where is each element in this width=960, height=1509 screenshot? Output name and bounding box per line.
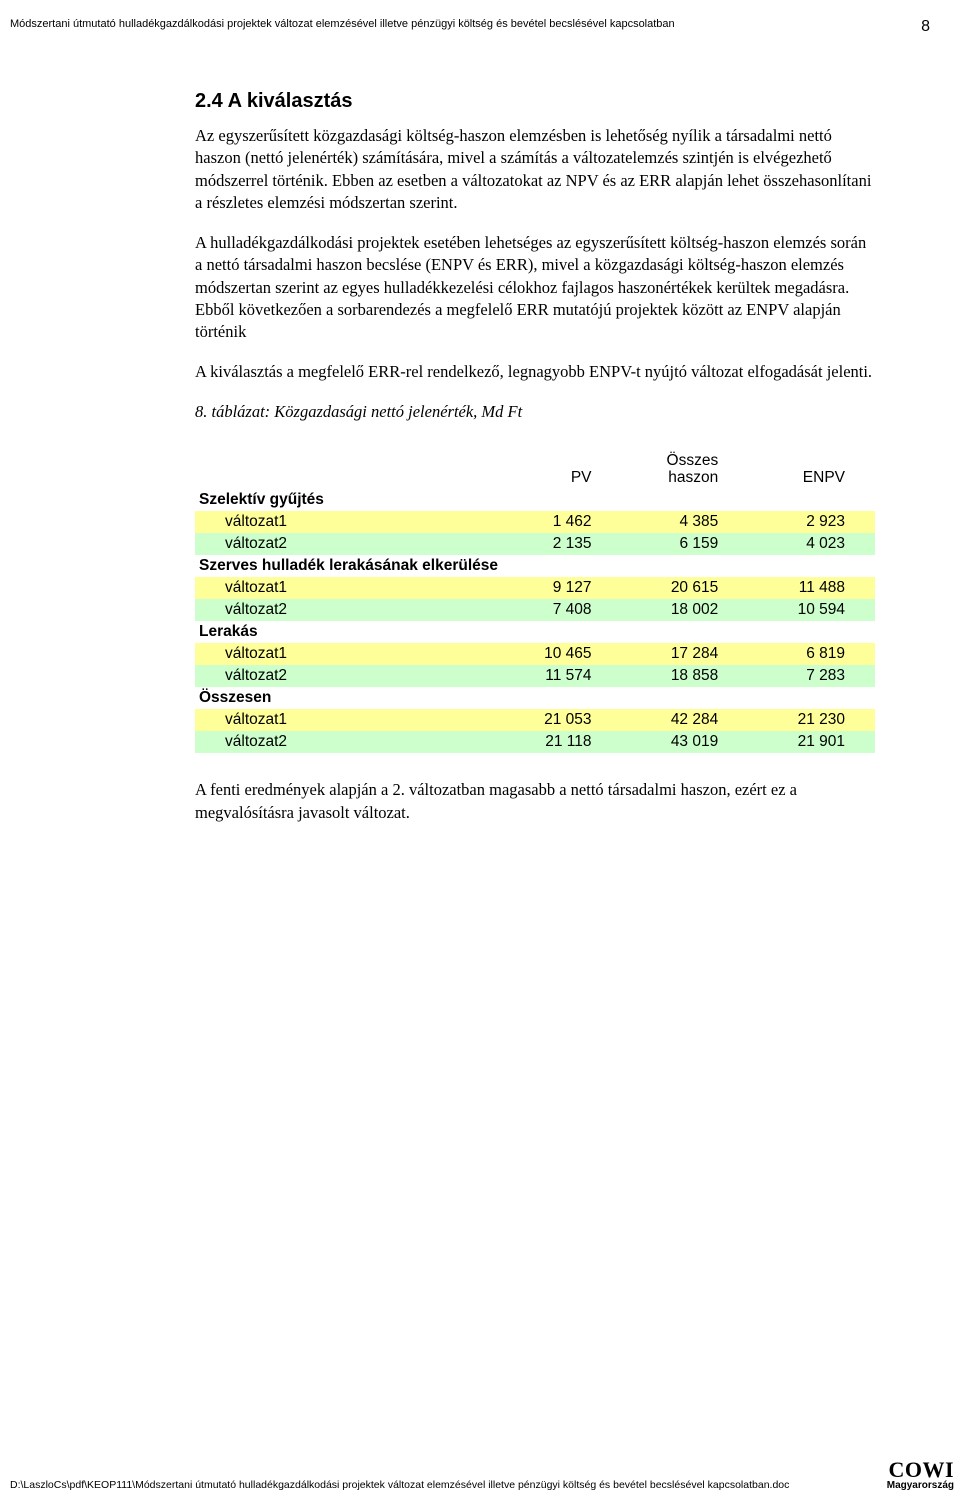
data-table: PV Összeshaszon ENPV Szelektív gyűjtés v… <box>195 450 875 754</box>
cell-haszon: 43 019 <box>622 731 749 753</box>
cell-haszon: 42 284 <box>622 709 749 731</box>
footer-logo: COWI Magyarország <box>887 1459 954 1491</box>
cell-pv: 21 118 <box>495 731 622 753</box>
cell-pv: 10 465 <box>495 643 622 665</box>
content-area: 2.4 A kiválasztás Az egyszerűsített közg… <box>195 90 875 842</box>
table-row: változat1 9 127 20 615 11 488 <box>195 577 875 599</box>
table-caption: 8. táblázat: Közgazdasági nettó jelenért… <box>195 402 875 422</box>
table-row: változat1 10 465 17 284 6 819 <box>195 643 875 665</box>
table-header-row: PV Összeshaszon ENPV <box>195 450 875 490</box>
col-header-blank <box>195 450 495 490</box>
cell-pv: 7 408 <box>495 599 622 621</box>
col-header-pv: PV <box>495 450 622 490</box>
logo-sub-text: Magyarország <box>887 1481 954 1491</box>
paragraph-3: A kiválasztás a megfelelő ERR-rel rendel… <box>195 361 875 383</box>
table-row: változat1 21 053 42 284 21 230 <box>195 709 875 731</box>
table-row: változat2 7 408 18 002 10 594 <box>195 599 875 621</box>
cell-haszon: 20 615 <box>622 577 749 599</box>
cell-enpv: 10 594 <box>748 599 875 621</box>
cell-haszon: 4 385 <box>622 511 749 533</box>
cell-pv: 2 135 <box>495 533 622 555</box>
paragraph-2: A hulladékgazdálkodási projektek esetébe… <box>195 232 875 343</box>
row-label: változat2 <box>195 599 495 621</box>
cell-enpv: 11 488 <box>748 577 875 599</box>
page-number: 8 <box>921 18 930 36</box>
row-label: változat1 <box>195 709 495 731</box>
group-osszesen: Összesen <box>195 687 875 709</box>
paragraph-1: Az egyszerűsített közgazdasági költség-h… <box>195 125 875 214</box>
cell-haszon: 6 159 <box>622 533 749 555</box>
group-lerakas: Lerakás <box>195 621 875 643</box>
group-label: Szelektív gyűjtés <box>195 489 875 511</box>
group-label: Szerves hulladék lerakásának elkerülése <box>195 555 875 577</box>
cell-enpv: 2 923 <box>748 511 875 533</box>
cell-haszon: 18 002 <box>622 599 749 621</box>
col-header-enpv: ENPV <box>748 450 875 490</box>
cell-enpv: 4 023 <box>748 533 875 555</box>
cell-enpv: 21 901 <box>748 731 875 753</box>
group-szelektiv: Szelektív gyűjtés <box>195 489 875 511</box>
cell-enpv: 6 819 <box>748 643 875 665</box>
cell-pv: 21 053 <box>495 709 622 731</box>
row-label: változat1 <box>195 511 495 533</box>
cell-pv: 11 574 <box>495 665 622 687</box>
row-label: változat2 <box>195 665 495 687</box>
cell-pv: 1 462 <box>495 511 622 533</box>
col-header-haszon: Összeshaszon <box>622 450 749 490</box>
cell-haszon: 18 858 <box>622 665 749 687</box>
row-label: változat1 <box>195 643 495 665</box>
cell-enpv: 7 283 <box>748 665 875 687</box>
group-label: Lerakás <box>195 621 875 643</box>
footer-path: D:\LaszloCs\pdf\KEOP111\Módszertani útmu… <box>10 1479 789 1491</box>
cell-enpv: 21 230 <box>748 709 875 731</box>
group-szerves: Szerves hulladék lerakásának elkerülése <box>195 555 875 577</box>
cell-pv: 9 127 <box>495 577 622 599</box>
logo-main-text: COWI <box>888 1459 954 1481</box>
cell-haszon: 17 284 <box>622 643 749 665</box>
page-footer: D:\LaszloCs\pdf\KEOP111\Módszertani útmu… <box>10 1459 954 1491</box>
group-label: Összesen <box>195 687 875 709</box>
page-header: Módszertani útmutató hulladékgazdálkodás… <box>10 18 930 36</box>
section-heading: 2.4 A kiválasztás <box>195 90 875 113</box>
row-label: változat1 <box>195 577 495 599</box>
header-title: Módszertani útmutató hulladékgazdálkodás… <box>10 18 675 36</box>
table-row: változat2 21 118 43 019 21 901 <box>195 731 875 753</box>
table-row: változat2 11 574 18 858 7 283 <box>195 665 875 687</box>
table-row: változat2 2 135 6 159 4 023 <box>195 533 875 555</box>
table-row: változat1 1 462 4 385 2 923 <box>195 511 875 533</box>
row-label: változat2 <box>195 533 495 555</box>
row-label: változat2 <box>195 731 495 753</box>
paragraph-4: A fenti eredmények alapján a 2. változat… <box>195 779 875 824</box>
